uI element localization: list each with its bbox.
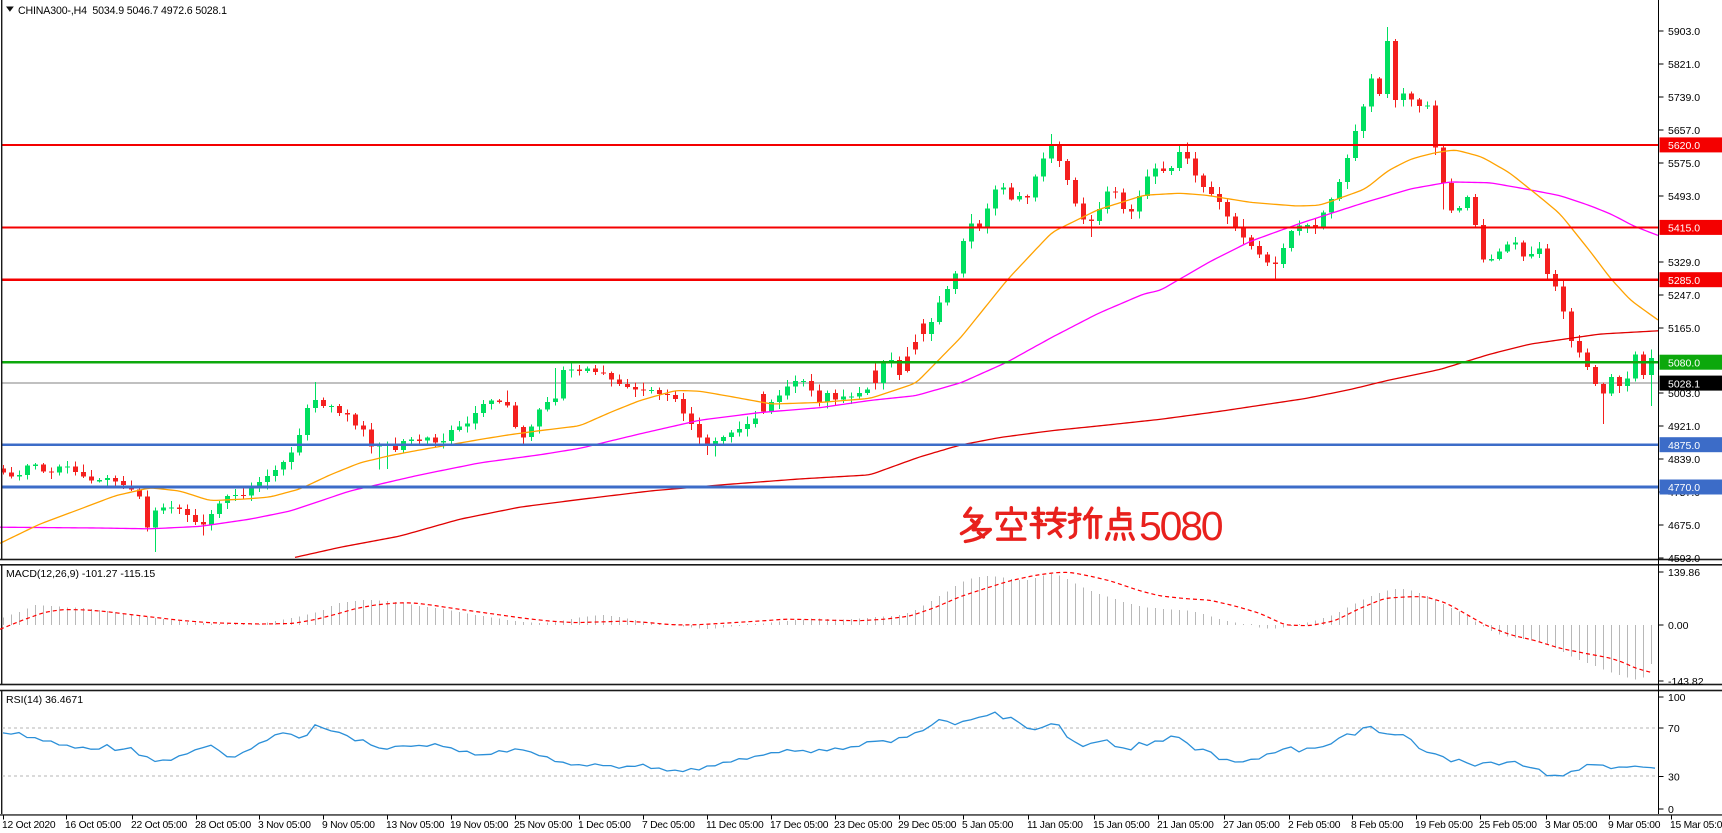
svg-text:3 Mar 05:00: 3 Mar 05:00 [1545,820,1598,831]
svg-text:4675.0: 4675.0 [1668,520,1700,532]
svg-text:30: 30 [1668,772,1680,784]
svg-text:16 Oct 05:00: 16 Oct 05:00 [65,820,121,831]
svg-text:5415.0: 5415.0 [1668,223,1700,235]
svg-text:5329.0: 5329.0 [1668,257,1700,269]
svg-text:11 Jan 05:00: 11 Jan 05:00 [1027,820,1083,831]
svg-text:19 Nov 05:00: 19 Nov 05:00 [450,820,509,831]
svg-text:4593.0: 4593.0 [1668,553,1700,565]
svg-text:27 Jan 05:00: 27 Jan 05:00 [1223,820,1280,831]
svg-text:5165.0: 5165.0 [1668,323,1700,335]
svg-text:8 Feb 05:00: 8 Feb 05:00 [1351,820,1404,831]
svg-text:4921.0: 4921.0 [1668,421,1700,433]
svg-text:100: 100 [1668,692,1686,704]
svg-text:7 Dec 05:00: 7 Dec 05:00 [642,820,695,831]
svg-text:CHINA300-,H4 5034.9 5046.7 49: CHINA300-,H4 5034.9 5046.7 4972.6 5028.1 [18,5,227,17]
svg-text:MACD(12,26,9) -101.27 -115.15: MACD(12,26,9) -101.27 -115.15 [6,568,155,580]
svg-text:5028.1: 5028.1 [1668,378,1700,390]
svg-text:5575.0: 5575.0 [1668,158,1700,170]
svg-text:5493.0: 5493.0 [1668,191,1700,203]
svg-text:9 Mar 05:00: 9 Mar 05:00 [1608,820,1661,831]
svg-text:5080.0: 5080.0 [1668,357,1700,369]
svg-text:23 Dec 05:00: 23 Dec 05:00 [834,820,893,831]
svg-text:5903.0: 5903.0 [1668,26,1700,38]
svg-text:11 Dec 05:00: 11 Dec 05:00 [706,820,764,831]
svg-text:5620.0: 5620.0 [1668,140,1700,152]
svg-text:28 Oct 05:00: 28 Oct 05:00 [195,820,251,831]
svg-text:25 Nov 05:00: 25 Nov 05:00 [514,820,573,831]
svg-text:19 Feb 05:00: 19 Feb 05:00 [1415,820,1473,831]
svg-text:4839.0: 4839.0 [1668,454,1700,466]
svg-text:13 Nov 05:00: 13 Nov 05:00 [386,820,445,831]
svg-text:17 Dec 05:00: 17 Dec 05:00 [770,820,829,831]
svg-text:4875.0: 4875.0 [1668,440,1700,452]
svg-text:21 Jan 05:00: 21 Jan 05:00 [1157,820,1214,831]
svg-text:0: 0 [1668,804,1674,816]
svg-text:5003.0: 5003.0 [1668,388,1700,400]
svg-text:5247.0: 5247.0 [1668,290,1700,302]
svg-text:1 Dec 05:00: 1 Dec 05:00 [578,820,631,831]
svg-text:2 Feb 05:00: 2 Feb 05:00 [1288,820,1341,831]
svg-text:5 Jan 05:00: 5 Jan 05:00 [962,820,1014,831]
svg-text:15 Mar 05:00: 15 Mar 05:00 [1670,820,1722,831]
svg-text:22 Oct 05:00: 22 Oct 05:00 [131,820,187,831]
svg-text:3 Nov 05:00: 3 Nov 05:00 [258,820,311,831]
svg-text:5739.0: 5739.0 [1668,92,1700,104]
svg-text:5080: 5080 [1139,503,1223,549]
svg-text:12 Oct 2020: 12 Oct 2020 [2,820,56,831]
svg-text:5285.0: 5285.0 [1668,275,1700,287]
svg-text:-143.82: -143.82 [1668,676,1704,688]
svg-text:25 Feb 05:00: 25 Feb 05:00 [1479,820,1537,831]
svg-text:70: 70 [1668,723,1680,735]
svg-text:15 Jan 05:00: 15 Jan 05:00 [1093,820,1150,831]
svg-text:29 Dec 05:00: 29 Dec 05:00 [898,820,957,831]
svg-text:RSI(14) 36.4671: RSI(14) 36.4671 [6,694,83,706]
svg-text:5657.0: 5657.0 [1668,125,1700,137]
svg-text:139.86: 139.86 [1668,567,1700,579]
svg-text:0.00: 0.00 [1668,620,1689,632]
svg-text:5821.0: 5821.0 [1668,59,1700,71]
svg-text:9 Nov 05:00: 9 Nov 05:00 [322,820,375,831]
svg-text:4770.0: 4770.0 [1668,482,1700,494]
